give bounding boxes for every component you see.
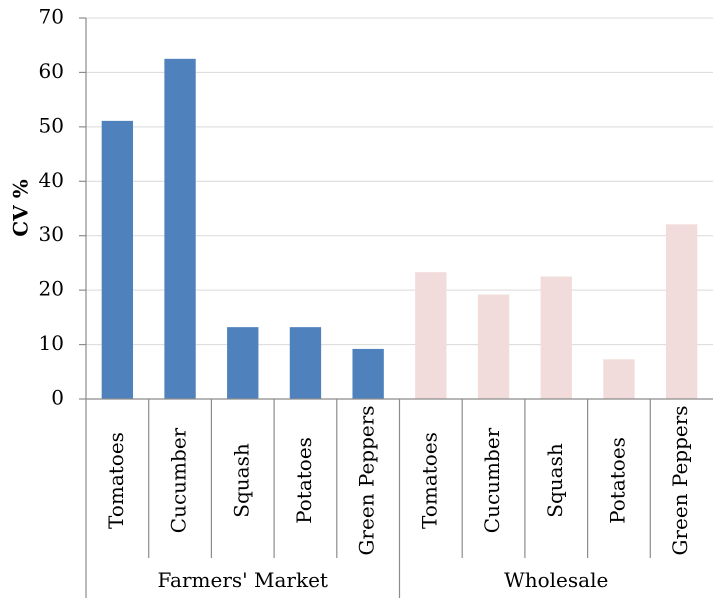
group-label: Farmers' Market: [158, 568, 328, 592]
category-labels: Tomatoes Cucumber Squash Potatoes Green Pepp…: [104, 405, 692, 555]
category-label: Green Peppers: [355, 405, 379, 555]
bar: [289, 327, 322, 399]
y-tick-label: 70: [39, 5, 64, 29]
category-label: Potatoes: [605, 437, 629, 524]
y-tick-label: 40: [39, 168, 64, 192]
bar: [101, 120, 134, 400]
bar: [603, 359, 635, 399]
category-label: Potatoes: [292, 437, 316, 524]
group-labels: Farmers' Market Wholesale: [158, 568, 609, 592]
y-tick-labels: 0 10 20 30 40 50 60 70: [39, 5, 64, 410]
y-tick-label: 30: [39, 222, 64, 246]
y-tick-label: 60: [39, 59, 64, 83]
y-tick-label: 20: [39, 277, 64, 301]
bar: [665, 224, 698, 399]
bar: [477, 294, 510, 399]
bar: [540, 276, 572, 399]
bar: [352, 348, 384, 399]
y-tick-label: 50: [39, 113, 64, 137]
category-label: Cucumber: [480, 427, 504, 533]
bar: [227, 327, 259, 399]
category-label: Green Peppers: [668, 405, 692, 555]
bars: [101, 58, 698, 400]
category-label: Tomatoes: [104, 432, 128, 529]
category-label: Tomatoes: [417, 432, 441, 529]
bar: [164, 58, 196, 399]
axes: [79, 17, 713, 598]
group-label: Wholesale: [504, 568, 608, 592]
y-tick-label: 0: [51, 386, 64, 410]
y-tick-label: 10: [39, 331, 64, 355]
category-label: Squash: [229, 443, 253, 518]
category-label: Squash: [543, 443, 567, 518]
bar: [415, 272, 447, 399]
category-label: Cucumber: [167, 427, 191, 533]
y-axis-label: CV %: [9, 179, 33, 236]
